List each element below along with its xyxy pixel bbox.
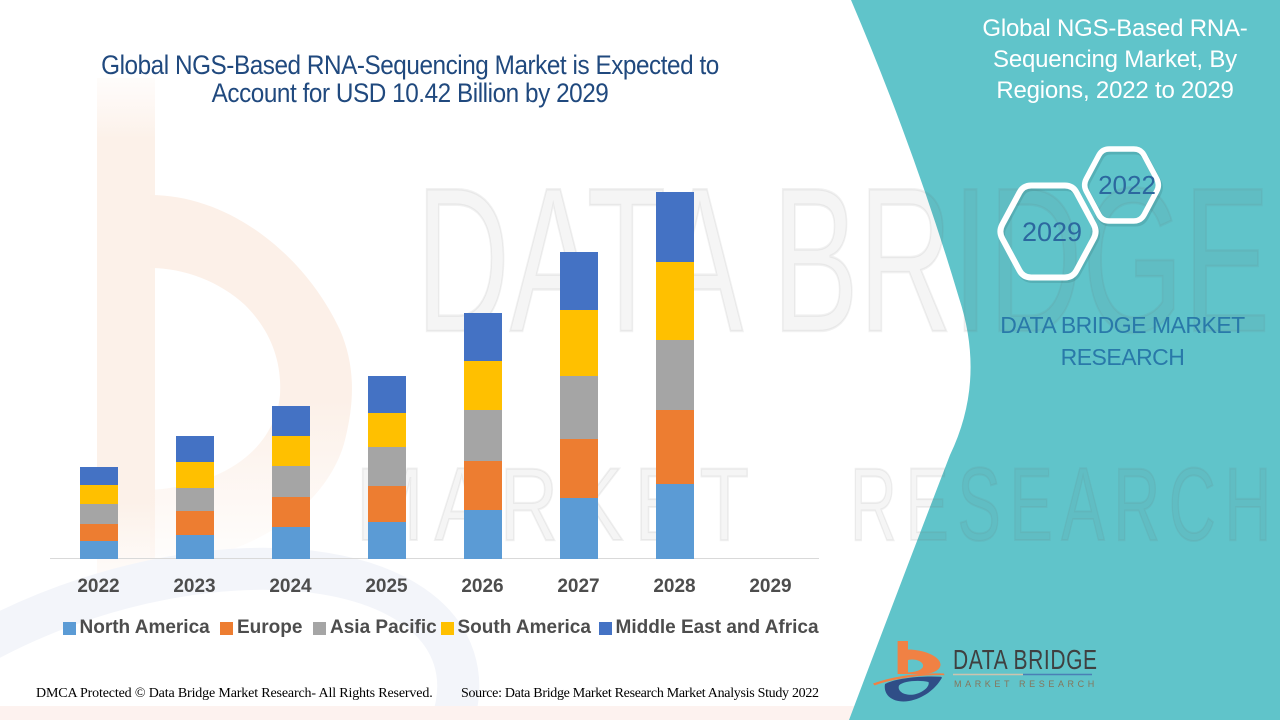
svg-text:2029: 2029	[1022, 217, 1082, 247]
svg-text:DATA BRIDGE: DATA BRIDGE	[416, 145, 1270, 375]
svg-text:RESEARCH: RESEARCH	[850, 447, 1280, 563]
svg-text:MARKET RESEARCH: MARKET RESEARCH	[954, 679, 1098, 689]
svg-text:DATA BRIDGE: DATA BRIDGE	[953, 645, 1098, 675]
svg-text:MARKET: MARKET	[356, 447, 760, 563]
svg-text:2022: 2022	[1098, 170, 1156, 200]
